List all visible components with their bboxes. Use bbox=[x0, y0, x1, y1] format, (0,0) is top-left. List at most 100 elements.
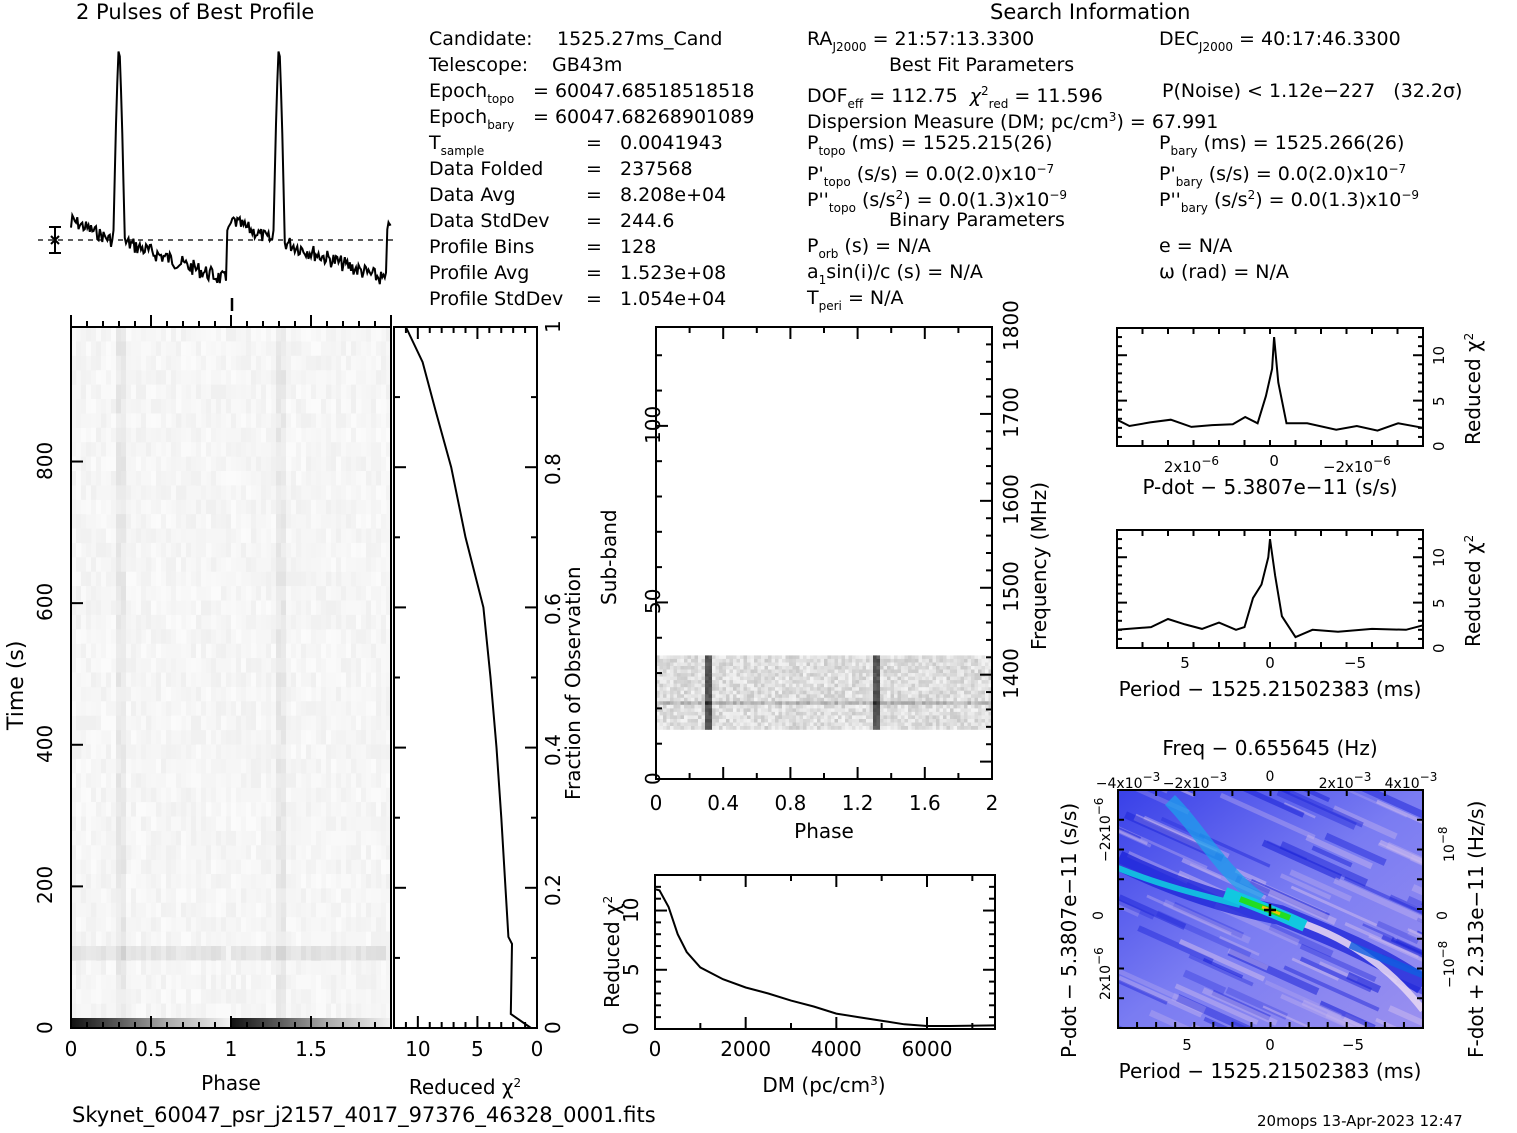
heat-cell bbox=[904, 704, 909, 709]
heat-cell bbox=[855, 673, 860, 677]
heat-cell bbox=[376, 845, 382, 860]
heat-cell bbox=[883, 711, 888, 716]
heat-cell bbox=[733, 680, 737, 684]
heat-cell bbox=[890, 701, 895, 706]
heat-cell bbox=[761, 687, 765, 691]
heat-cell bbox=[186, 931, 192, 947]
heat-cell bbox=[785, 669, 790, 674]
heat-cell bbox=[736, 673, 741, 677]
heat-cell bbox=[883, 722, 888, 727]
heat-cell bbox=[81, 586, 87, 601]
heat-cell bbox=[873, 676, 877, 681]
heat-cell bbox=[908, 701, 912, 706]
heat-cell bbox=[386, 456, 392, 472]
heat-cell bbox=[326, 542, 332, 558]
heat-cell bbox=[386, 384, 392, 400]
heat-cell bbox=[862, 697, 867, 702]
heat-cell bbox=[301, 571, 307, 587]
heat-cell bbox=[221, 715, 227, 731]
heat-cell bbox=[953, 666, 958, 670]
heat-cell bbox=[71, 629, 77, 644]
heat-cell bbox=[291, 874, 297, 889]
heat-cell bbox=[817, 697, 821, 702]
heat-cell bbox=[663, 722, 667, 727]
heat-cell bbox=[271, 442, 277, 457]
heat-cell bbox=[331, 701, 337, 716]
heat-cell bbox=[971, 673, 975, 677]
heat-cell bbox=[932, 719, 937, 723]
heat-cell bbox=[181, 629, 187, 644]
heat-cell bbox=[146, 586, 152, 601]
heat-cell bbox=[266, 442, 272, 457]
heat-cell bbox=[778, 666, 783, 670]
heat-cell bbox=[101, 456, 107, 472]
heat-cell bbox=[256, 399, 262, 414]
heat-cell bbox=[740, 726, 744, 730]
heat-cell bbox=[820, 658, 825, 663]
heat-cell bbox=[156, 370, 162, 385]
heat-cell bbox=[813, 708, 818, 713]
heat-cell bbox=[782, 694, 786, 699]
heat-cell bbox=[101, 773, 107, 788]
heat-cell bbox=[141, 355, 147, 371]
heat-cell bbox=[351, 960, 357, 976]
heat-cell bbox=[316, 989, 322, 1004]
heat-cell bbox=[918, 715, 923, 720]
heat-cell bbox=[321, 859, 327, 875]
heat-cell bbox=[91, 989, 97, 1004]
heat-cell bbox=[181, 960, 187, 976]
heat-cell bbox=[346, 557, 352, 572]
heat-cell bbox=[957, 673, 961, 677]
heat-cell bbox=[281, 715, 287, 731]
heat-cell bbox=[376, 456, 382, 472]
heat-cell bbox=[796, 666, 800, 670]
heat-cell bbox=[376, 427, 382, 443]
heat-cell bbox=[897, 711, 902, 716]
heat-cell bbox=[236, 629, 242, 644]
heat-cell bbox=[754, 726, 758, 730]
heat-cell bbox=[736, 687, 741, 691]
heat-cell bbox=[286, 427, 292, 443]
heat-cell bbox=[838, 697, 842, 702]
heat-cell bbox=[286, 399, 292, 414]
heat-cell bbox=[764, 722, 769, 727]
heat-cell bbox=[901, 690, 905, 695]
heat-cell bbox=[880, 694, 884, 699]
heat-cell bbox=[201, 1003, 207, 1019]
heat-cell bbox=[967, 715, 972, 720]
heat-cell bbox=[985, 666, 989, 670]
heat-cell bbox=[656, 694, 660, 699]
heat-cell bbox=[316, 773, 322, 788]
heat-cell bbox=[708, 666, 713, 670]
heat-cell bbox=[146, 974, 152, 990]
heat-cell bbox=[705, 708, 709, 713]
heat-cell bbox=[281, 845, 287, 860]
heat-cell bbox=[677, 655, 681, 660]
heat-cell bbox=[101, 557, 107, 572]
heat-cell bbox=[897, 687, 902, 691]
heat-cell bbox=[191, 341, 197, 357]
heat-cell bbox=[852, 719, 856, 723]
heat-cell bbox=[754, 669, 758, 674]
heat-cell bbox=[883, 676, 888, 681]
heat-cell bbox=[331, 456, 337, 472]
heat-cell bbox=[131, 370, 137, 385]
heat-cell bbox=[820, 722, 825, 727]
heat-cell bbox=[256, 672, 262, 688]
heat-cell bbox=[216, 384, 222, 400]
heat-cell bbox=[266, 370, 272, 385]
heat-cell bbox=[386, 730, 392, 745]
heat-cell bbox=[96, 715, 102, 731]
heat-cell bbox=[176, 1003, 182, 1019]
heat-cell bbox=[231, 355, 237, 371]
heat-cell bbox=[331, 629, 337, 644]
heat-cell bbox=[366, 773, 372, 788]
heat-cell bbox=[876, 666, 881, 670]
heat-cell bbox=[666, 690, 671, 695]
heat-cell bbox=[311, 816, 317, 832]
heat-cell bbox=[271, 874, 277, 889]
heat-cell bbox=[121, 571, 127, 587]
heat-cell bbox=[136, 586, 142, 601]
heat-cell bbox=[876, 669, 881, 674]
